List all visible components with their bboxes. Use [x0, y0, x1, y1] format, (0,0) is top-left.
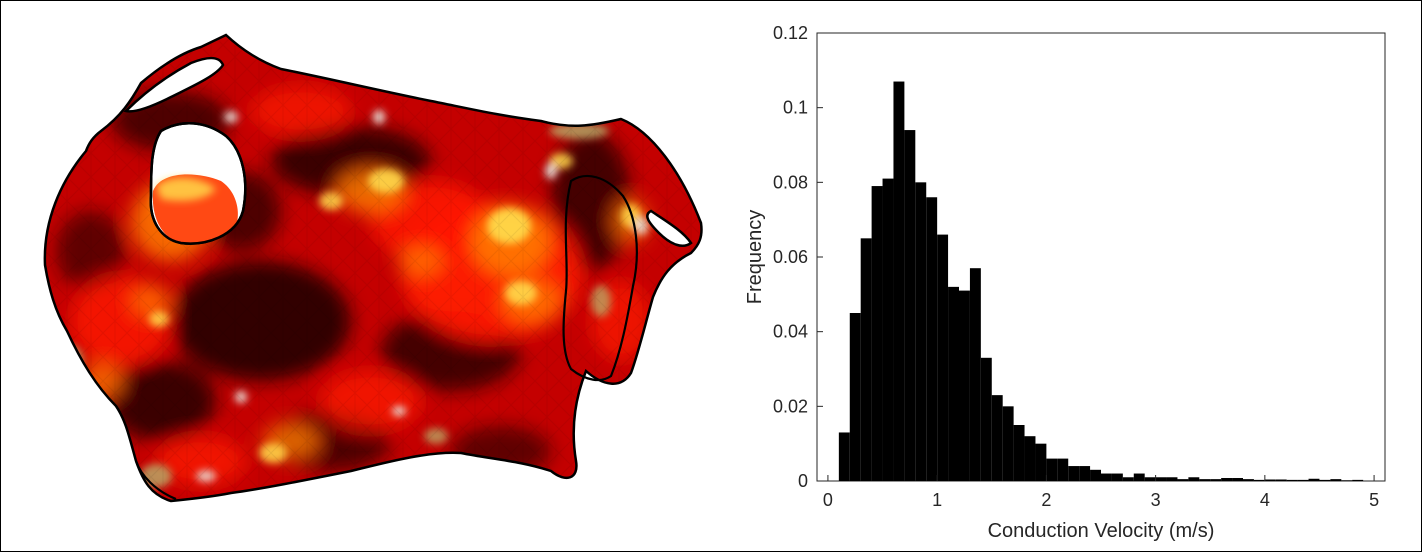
x-tick-label: 4 — [1260, 490, 1270, 510]
histogram-bar — [1319, 479, 1331, 481]
histogram-bar — [969, 268, 981, 481]
histogram-bar — [1352, 479, 1364, 481]
x-tick-label: 0 — [823, 490, 833, 510]
x-axis-label: Conduction Velocity (m/s) — [988, 520, 1215, 542]
histogram-bar — [1133, 473, 1145, 481]
histogram-bar — [937, 234, 949, 481]
histogram-bar — [871, 186, 883, 482]
histogram-bar — [991, 395, 1003, 481]
y-tick-label: 0 — [798, 471, 808, 491]
histogram-bar — [1024, 436, 1036, 481]
histogram-bar — [1057, 458, 1069, 481]
histogram-bar — [882, 178, 894, 481]
histogram-bar — [915, 182, 927, 482]
histogram-bar — [1264, 479, 1276, 481]
x-tick-label: 3 — [1151, 490, 1161, 510]
vein-opening-top — [123, 56, 225, 113]
histogram-bar — [1090, 469, 1101, 481]
histogram-bar — [904, 130, 916, 482]
histogram-bar — [1188, 477, 1200, 481]
histogram-bars — [838, 81, 1364, 482]
y-axis-ticks: 0 0.02 0.04 0.06 0.08 0.1 0.12 — [773, 23, 823, 491]
histogram-bar — [1199, 479, 1211, 481]
histogram-panel: 0 1 2 3 4 5 0 0.02 0.04 0.06 0.08 0.1 0.12 Conducti… — [731, 11, 1411, 551]
histogram-bar — [849, 313, 861, 481]
histogram-bar — [1286, 479, 1298, 481]
histogram-bar — [1155, 477, 1167, 481]
atrium-surface-map — [31, 21, 721, 521]
histogram-bar — [1243, 479, 1254, 481]
histogram-bar — [1253, 479, 1265, 481]
y-tick-label: 0.02 — [773, 396, 808, 416]
histogram-bar — [1308, 478, 1320, 481]
x-tick-label: 5 — [1369, 490, 1379, 510]
histogram-bar — [1079, 466, 1091, 481]
histogram-bar — [1232, 478, 1243, 481]
histogram-bar — [1122, 477, 1134, 481]
histogram-bar — [1002, 406, 1014, 481]
histogram-bar — [1221, 478, 1233, 481]
histogram-bar — [948, 286, 959, 481]
histogram-bar — [1101, 473, 1112, 481]
histogram-chart: 0 1 2 3 4 5 0 0.02 0.04 0.06 0.08 0.1 0.12 Conducti… — [744, 23, 1386, 542]
histogram-bar — [1144, 477, 1156, 481]
y-tick-label: 0.1 — [783, 98, 808, 118]
vein-opening-right — [646, 209, 693, 247]
y-tick-label: 0.12 — [773, 23, 808, 43]
histogram-bar — [1035, 443, 1047, 481]
x-tick-label: 1 — [932, 490, 942, 510]
histogram-bar — [1166, 477, 1178, 481]
histogram-bar — [1111, 473, 1123, 481]
histogram-bar — [1013, 425, 1025, 481]
histogram-bar — [1046, 458, 1058, 481]
histogram-bar — [1341, 480, 1353, 481]
histogram-bar — [959, 290, 970, 481]
histogram-bar — [1210, 479, 1222, 481]
histogram-bar — [893, 81, 905, 482]
histogram-bar — [1330, 479, 1342, 481]
histogram-bar — [1297, 479, 1309, 481]
histogram-bar — [860, 238, 872, 481]
histogram-bar — [838, 432, 850, 481]
y-tick-label: 0.04 — [773, 322, 808, 342]
y-axis-label: Frequency — [744, 210, 766, 305]
y-tick-label: 0.08 — [773, 172, 808, 192]
atrium-surface-svg — [43, 33, 703, 503]
y-tick-label: 0.06 — [773, 247, 808, 267]
histogram-bar — [1177, 479, 1189, 481]
x-axis-ticks: 0 1 2 3 4 5 — [823, 475, 1379, 510]
histogram-bar — [1275, 479, 1287, 481]
x-tick-label: 2 — [1041, 490, 1051, 510]
histogram-bar — [926, 197, 938, 481]
histogram-bar — [980, 357, 992, 481]
histogram-bar — [1068, 466, 1080, 481]
